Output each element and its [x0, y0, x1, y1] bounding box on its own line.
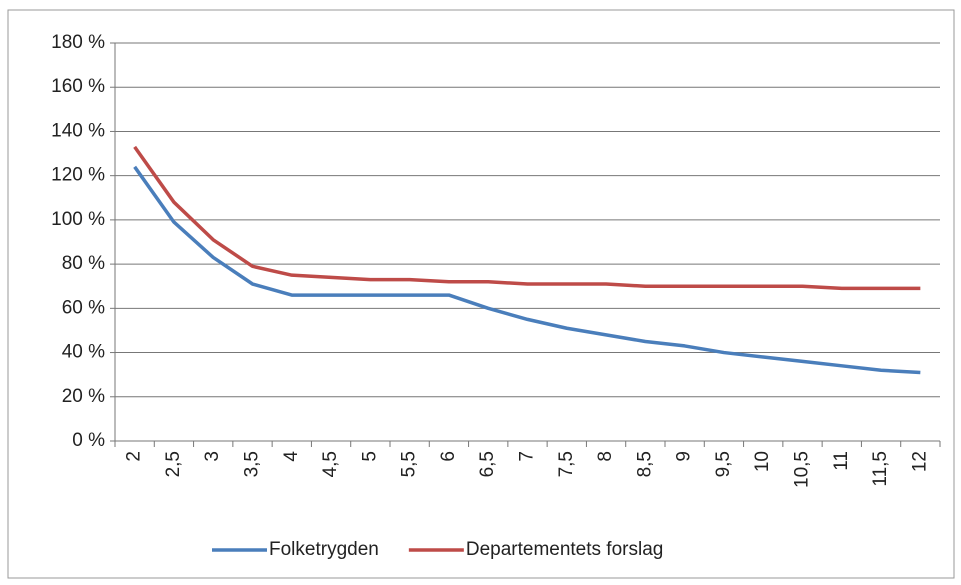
x-tick-label: 11,5 [870, 451, 891, 487]
y-tick-label: 60 % [62, 297, 105, 318]
y-tick-label: 80 % [62, 253, 105, 274]
y-tick-label: 120 % [51, 165, 105, 186]
y-tick-label: 140 % [51, 120, 105, 141]
y-tick-label: 160 % [51, 76, 105, 97]
x-tick-label: 6 [438, 451, 459, 462]
x-tick-label: 10,5 [792, 451, 813, 488]
y-tick-label: 100 % [51, 209, 105, 230]
x-tick-label: 10 [752, 451, 773, 472]
x-tick-label: 12 [909, 451, 930, 472]
x-tick-label: 2,5 [163, 451, 184, 477]
chart-border [7, 9, 955, 579]
y-tick-label: 40 % [62, 342, 105, 363]
x-tick-label: 3,5 [242, 451, 263, 477]
x-tick-label: 4 [281, 451, 302, 462]
x-tick-label: 8 [595, 451, 616, 462]
x-tick-label: 11 [831, 451, 852, 471]
x-tick-label: 7 [517, 451, 538, 462]
x-tick-label: 3 [202, 451, 223, 462]
legend-label: Departementets forslag [466, 539, 664, 560]
x-tick-label: 8,5 [634, 451, 655, 477]
legend-label: Folketrygden [269, 539, 379, 560]
x-tick-label: 2 [124, 451, 145, 462]
series-line [133, 165, 921, 375]
series-line [133, 145, 921, 291]
y-tick-label: 180 % [51, 32, 105, 53]
x-tick-label: 9 [674, 451, 695, 462]
y-tick-label: 20 % [62, 386, 105, 407]
x-tick-label: 7,5 [556, 451, 577, 477]
y-tick-label: 0 % [72, 430, 105, 451]
x-tick-label: 6,5 [477, 451, 498, 477]
x-tick-label: 5 [359, 451, 380, 462]
x-tick-label: 5,5 [399, 451, 420, 477]
x-tick-label: 4,5 [320, 451, 341, 477]
x-tick-label: 9,5 [713, 451, 734, 477]
